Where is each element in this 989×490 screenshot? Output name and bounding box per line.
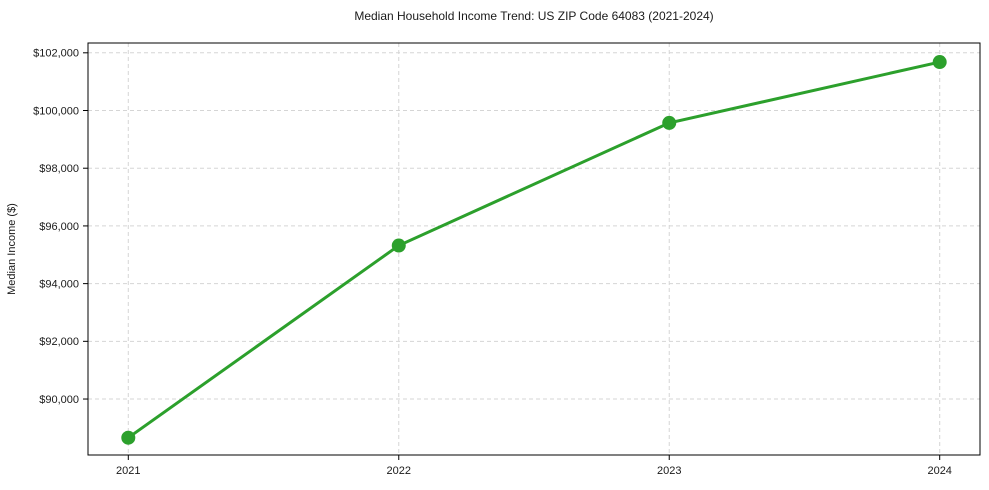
- y-tick-label: $92,000: [39, 336, 79, 348]
- y-tick-label: $100,000: [33, 105, 79, 117]
- x-tick-label: 2022: [387, 465, 411, 477]
- x-tick-label: 2021: [116, 465, 140, 477]
- data-point-2023: [662, 115, 677, 130]
- axis-spines: [87, 42, 981, 456]
- x-tick-label: 2023: [657, 465, 681, 477]
- data-point-2022: [391, 238, 406, 253]
- y-tick-label: $90,000: [39, 394, 79, 406]
- data-point-2021: [121, 430, 136, 445]
- y-tick-label: $96,000: [39, 221, 79, 233]
- chart-title: Median Household Income Trend: US ZIP Co…: [354, 9, 714, 23]
- y-tick-label: $98,000: [39, 163, 79, 175]
- y-axis-label: Median Income ($): [6, 203, 18, 295]
- x-tick-label: 2024: [927, 465, 951, 477]
- y-tick-label: $102,000: [33, 48, 79, 60]
- data-point-2024: [932, 55, 947, 70]
- y-tick-label: $94,000: [39, 278, 79, 290]
- trend-line: [126, 60, 942, 440]
